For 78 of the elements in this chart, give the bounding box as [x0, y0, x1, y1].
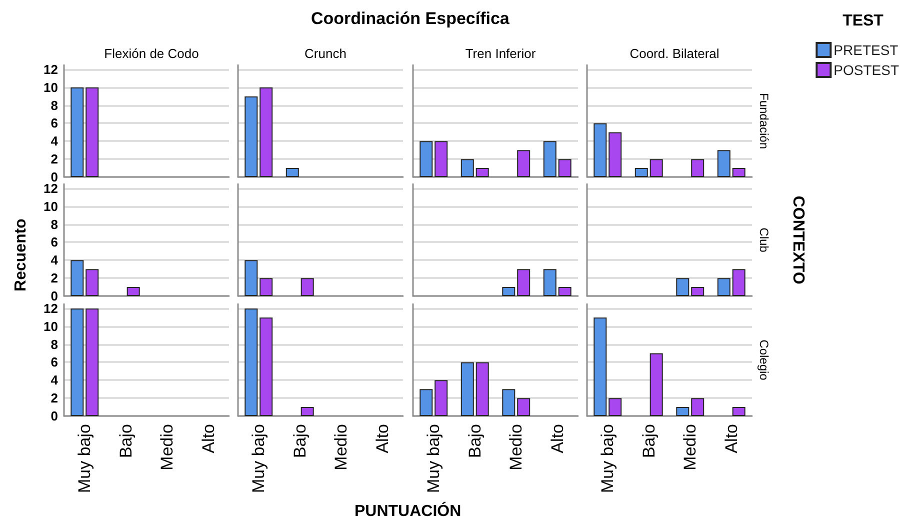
x-tick-label: Muy bajo	[249, 424, 268, 493]
bar	[676, 407, 690, 416]
bar	[634, 168, 648, 177]
y-tick-label: 12	[44, 62, 58, 77]
x-tick-label: Bajo	[116, 424, 136, 458]
bar	[732, 407, 746, 416]
y-tick-label: 2	[50, 270, 58, 286]
text: Recuento	[12, 218, 30, 292]
legend-title: TEST	[842, 12, 884, 30]
x-tick-label: Muy bajo	[424, 424, 444, 493]
y-tick-label: 10	[44, 318, 58, 334]
y-tick-label: 0	[50, 288, 58, 304]
bar	[502, 389, 516, 416]
chart-title: Crunch	[304, 46, 346, 61]
bar	[594, 317, 607, 416]
legend-label: PRETEST	[834, 42, 899, 58]
y-tick-label: 6	[50, 354, 58, 370]
bar	[434, 380, 448, 416]
x-tick-label: Medio	[332, 424, 351, 470]
x-tick-label: Alto	[372, 424, 392, 454]
bar	[691, 398, 704, 416]
y2-axis-title: Club	[757, 228, 771, 253]
y-tick-label: 4	[50, 252, 59, 268]
y-tick-label: 8	[50, 216, 58, 232]
y-tick-label: 0	[50, 408, 58, 424]
bar	[558, 159, 572, 177]
bar	[126, 287, 140, 296]
bar	[608, 398, 622, 416]
bar	[460, 362, 474, 416]
chart-title: Tren Inferior	[465, 46, 536, 61]
y-tick-label: 10	[44, 198, 58, 214]
y-tick-label: 4	[50, 372, 59, 388]
bar	[543, 141, 556, 177]
bar	[420, 389, 433, 416]
text: Coordinación Específica	[311, 8, 510, 28]
bar	[460, 159, 474, 177]
x-tick-label: Medio	[680, 424, 700, 470]
y-tick-label: 2	[50, 390, 58, 406]
x-tick-label: Medio	[506, 424, 526, 470]
bar	[86, 269, 99, 296]
x-tick-label: Alto	[548, 424, 567, 454]
y-tick-label: 4	[50, 134, 59, 149]
text: PUNTUACIÓN	[354, 503, 462, 521]
x-tick-label: Medio	[158, 424, 177, 470]
bar	[594, 123, 607, 177]
bar	[517, 150, 530, 177]
bar	[476, 168, 489, 177]
y-tick-label: 8	[50, 336, 58, 352]
x-tick-label: Bajo	[639, 424, 658, 458]
chart-title: Coord. Bilateral	[630, 46, 720, 61]
y-tick-label: 6	[50, 116, 58, 131]
bar	[517, 398, 530, 416]
x-tick-label: Bajo	[465, 424, 484, 458]
x-tick-label: Alto	[198, 424, 218, 454]
x-tick-label: Bajo	[290, 424, 310, 458]
y-tick-label: 6	[50, 234, 58, 250]
text: CONTEXTO	[788, 196, 806, 284]
y2-axis-title: Colegio	[757, 340, 771, 381]
y-tick-label: 2	[50, 152, 58, 167]
bar	[608, 132, 622, 177]
bar	[691, 159, 704, 177]
y-tick-label: 8	[50, 98, 58, 113]
y-tick-label: 12	[44, 300, 58, 316]
bar	[420, 141, 433, 177]
chart-title: Flexión de Codo	[104, 46, 199, 61]
bar	[476, 362, 489, 416]
x-tick-label: Muy bajo	[75, 424, 94, 493]
y-tick-label: 10	[44, 80, 58, 95]
bar	[70, 260, 84, 296]
bar	[717, 150, 730, 177]
x-tick-label: Muy bajo	[598, 424, 618, 493]
legend-label: POSTEST	[834, 62, 900, 78]
bar	[650, 159, 663, 177]
x-tick-label: Alto	[722, 424, 741, 454]
bar	[650, 353, 663, 416]
bar	[434, 141, 448, 177]
bar	[732, 168, 746, 177]
y2-axis-title: Fundación	[757, 92, 771, 150]
